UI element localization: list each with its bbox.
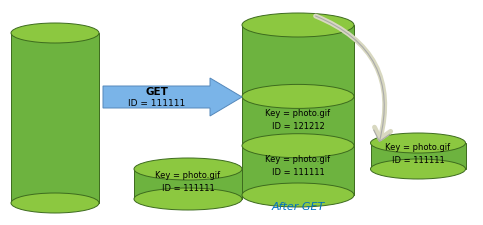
Ellipse shape [134,158,242,180]
Ellipse shape [11,23,99,43]
Polygon shape [134,169,242,199]
Polygon shape [370,143,466,169]
Polygon shape [242,25,354,195]
Ellipse shape [242,13,354,37]
Ellipse shape [242,134,354,158]
Text: Key = photo.gif
ID = 111111: Key = photo.gif ID = 111111 [385,143,451,165]
Text: Key = photo.gif
ID = 121212: Key = photo.gif ID = 121212 [266,109,330,131]
Text: After GET: After GET [271,202,325,212]
Polygon shape [11,33,99,203]
FancyArrowPatch shape [315,16,391,139]
Ellipse shape [242,84,354,108]
Text: ID = 111111: ID = 111111 [128,99,185,108]
FancyArrowPatch shape [315,16,390,142]
Ellipse shape [134,188,242,210]
Ellipse shape [370,159,466,179]
Ellipse shape [11,193,99,213]
Text: GET: GET [145,87,168,97]
Polygon shape [103,78,242,116]
Ellipse shape [370,133,466,153]
Text: Key = photo.gif
ID = 111111: Key = photo.gif ID = 111111 [156,171,221,193]
Ellipse shape [242,183,354,207]
Text: Key = photo.gif
ID = 111111: Key = photo.gif ID = 111111 [266,155,330,178]
